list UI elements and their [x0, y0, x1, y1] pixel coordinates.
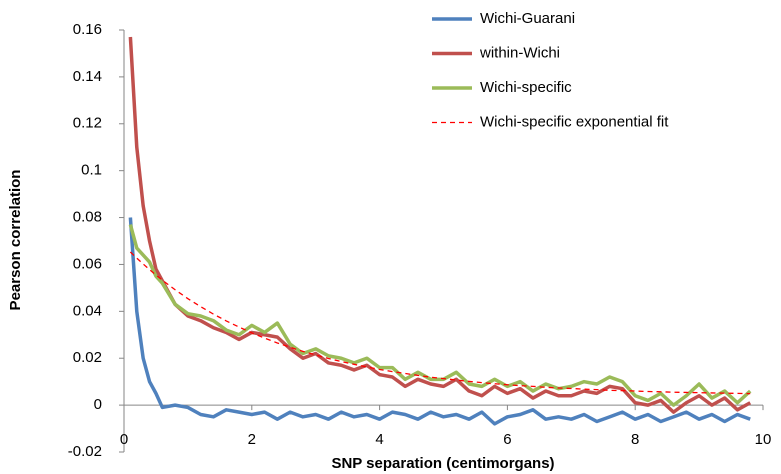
x-tick-label: 2	[248, 431, 256, 448]
series-line	[129, 251, 751, 395]
x-tick-label: 4	[375, 431, 383, 448]
legend-label: Wichi-specific	[480, 79, 572, 96]
y-tick-label: 0.16	[73, 21, 102, 38]
x-tick-label: 10	[755, 431, 772, 448]
y-tick-label: 0.04	[73, 302, 102, 319]
series-line	[128, 217, 751, 426]
y-tick-label: 0.14	[73, 68, 102, 85]
x-tick-label: 6	[503, 431, 511, 448]
y-tick-label: 0.06	[73, 255, 102, 272]
y-tick-label: 0.1	[81, 162, 102, 179]
y-tick-label: 0	[94, 396, 102, 413]
x-axis-title: SNP separation (centimorgans)	[331, 455, 554, 472]
y-axis-title: Pearson correlation	[7, 170, 24, 311]
legend-label: within-Wichi	[479, 44, 560, 61]
y-tick-label: -0.02	[68, 443, 102, 460]
y-tick-label: 0.12	[73, 115, 102, 132]
series-line	[128, 224, 752, 407]
y-tick-label: 0.02	[73, 349, 102, 366]
y-tick-label: 0.08	[73, 209, 102, 226]
x-tick-label: 0	[120, 431, 128, 448]
x-tick-label: 8	[631, 431, 639, 448]
series-line	[128, 36, 752, 414]
legend-label: Wichi-Guarani	[480, 10, 575, 27]
legend-label: Wichi-specific exponential fit	[480, 113, 669, 130]
